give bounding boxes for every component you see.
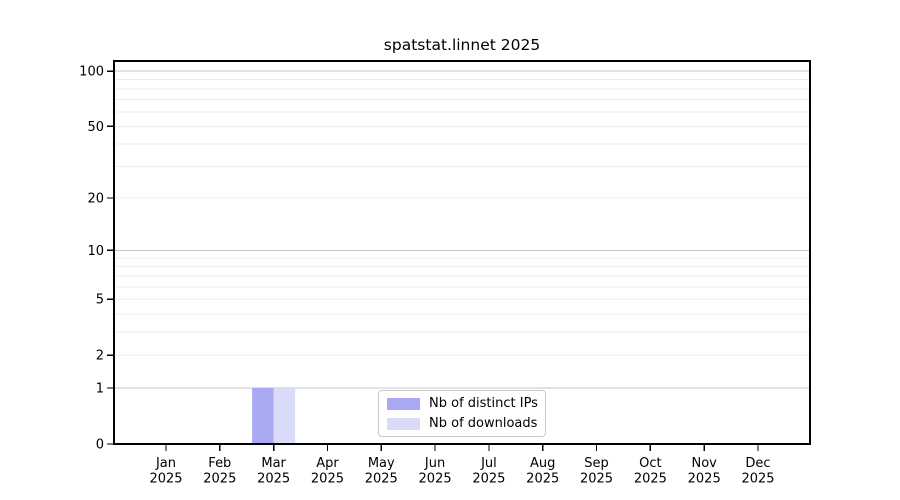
x-tick-label-month: Jun bbox=[424, 456, 445, 471]
x-tick-label-month: Apr bbox=[316, 456, 339, 471]
x-tick-label-year: 2025 bbox=[419, 472, 452, 487]
axis-frame bbox=[113, 60, 811, 445]
y-tick-label: 2 bbox=[96, 349, 104, 364]
chart-title: spatstat.linnet 2025 bbox=[383, 36, 541, 54]
legend-label-downloads: Nb of downloads bbox=[429, 416, 538, 431]
x-tick-label-year: 2025 bbox=[149, 472, 182, 487]
x-tick-label-year: 2025 bbox=[472, 472, 505, 487]
y-tick-label: 50 bbox=[87, 120, 104, 135]
x-tick-label-month: Jan bbox=[155, 456, 176, 471]
x-tick-label-month: Oct bbox=[639, 456, 661, 471]
y-tick-label: 100 bbox=[79, 65, 104, 80]
x-tick-label-year: 2025 bbox=[311, 472, 344, 487]
x-tick-label-month: Nov bbox=[691, 456, 717, 471]
y-tick-label: 5 bbox=[96, 293, 104, 308]
x-tick-label-month: Feb bbox=[208, 456, 231, 471]
x-tick-label-year: 2025 bbox=[203, 472, 236, 487]
y-tick-label: 20 bbox=[87, 192, 104, 207]
x-tick-label-month: Mar bbox=[261, 456, 286, 471]
x-tick-label-month: Dec bbox=[745, 456, 770, 471]
x-tick-label-month: May bbox=[368, 456, 395, 471]
x-tick-label-year: 2025 bbox=[526, 472, 559, 487]
x-tick-label-year: 2025 bbox=[741, 472, 774, 487]
x-tick-label-month: Jul bbox=[480, 456, 497, 471]
legend-item-distinct-ips: Nb of distinct IPs bbox=[387, 396, 538, 411]
legend: Nb of distinct IPs Nb of downloads bbox=[378, 390, 546, 437]
x-tick-label-year: 2025 bbox=[634, 472, 667, 487]
y-tick-label: 1 bbox=[96, 381, 104, 396]
x-tick-label-year: 2025 bbox=[580, 472, 613, 487]
legend-swatch-distinct-ips-icon bbox=[387, 397, 420, 410]
bar-mar-distinct-ips bbox=[252, 387, 274, 444]
legend-swatch-downloads-icon bbox=[387, 417, 420, 430]
x-tick-label-year: 2025 bbox=[257, 472, 290, 487]
x-tick-label-year: 2025 bbox=[365, 472, 398, 487]
y-tick-label: 0 bbox=[96, 438, 104, 453]
legend-item-downloads: Nb of downloads bbox=[387, 416, 537, 431]
legend-label-distinct-ips: Nb of distinct IPs bbox=[429, 396, 538, 411]
bar-mar-downloads bbox=[273, 387, 296, 444]
x-tick-label-month: Sep bbox=[584, 456, 609, 471]
y-tick-label: 10 bbox=[87, 244, 104, 259]
x-tick-label-year: 2025 bbox=[688, 472, 721, 487]
x-tick-label-month: Aug bbox=[530, 456, 555, 471]
